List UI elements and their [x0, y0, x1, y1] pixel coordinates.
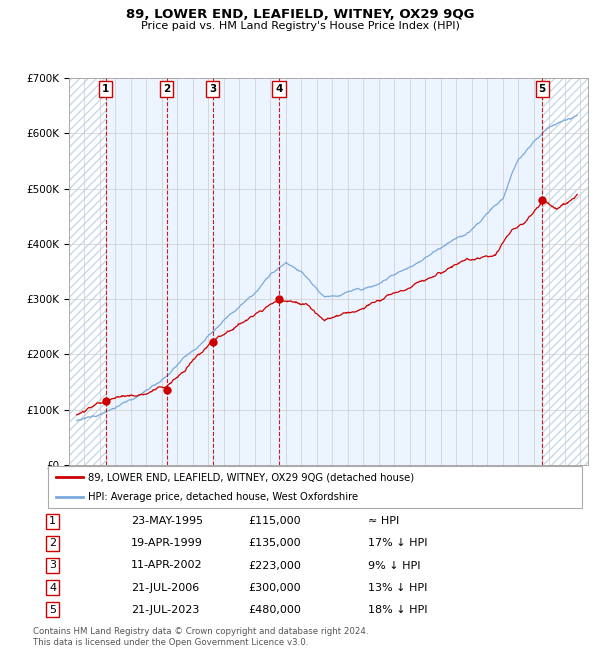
Text: 5: 5: [49, 604, 56, 615]
Text: 21-JUL-2023: 21-JUL-2023: [131, 604, 199, 615]
Text: 89, LOWER END, LEAFIELD, WITNEY, OX29 9QG (detached house): 89, LOWER END, LEAFIELD, WITNEY, OX29 9Q…: [88, 473, 414, 482]
Bar: [69, 78, 106, 465]
Bar: [106, 78, 542, 465]
Text: £480,000: £480,000: [248, 604, 301, 615]
Text: 13% ↓ HPI: 13% ↓ HPI: [368, 582, 427, 593]
Text: 11-APR-2002: 11-APR-2002: [131, 560, 202, 571]
Text: 3: 3: [209, 84, 216, 94]
Text: 18% ↓ HPI: 18% ↓ HPI: [368, 604, 427, 615]
Text: 1: 1: [102, 84, 109, 94]
Text: HPI: Average price, detached house, West Oxfordshire: HPI: Average price, detached house, West…: [88, 492, 358, 502]
Bar: [69, 78, 106, 465]
Text: 17% ↓ HPI: 17% ↓ HPI: [368, 538, 427, 549]
Text: 89, LOWER END, LEAFIELD, WITNEY, OX29 9QG: 89, LOWER END, LEAFIELD, WITNEY, OX29 9Q…: [126, 8, 474, 21]
Text: Price paid vs. HM Land Registry's House Price Index (HPI): Price paid vs. HM Land Registry's House …: [140, 21, 460, 31]
Text: ≈ HPI: ≈ HPI: [368, 516, 399, 526]
Text: 23-MAY-1995: 23-MAY-1995: [131, 516, 203, 526]
Text: 4: 4: [49, 582, 56, 593]
Bar: [542, 78, 588, 465]
Text: £300,000: £300,000: [248, 582, 301, 593]
Text: Contains HM Land Registry data © Crown copyright and database right 2024.
This d: Contains HM Land Registry data © Crown c…: [33, 627, 368, 647]
FancyBboxPatch shape: [48, 466, 582, 508]
Text: 2: 2: [49, 538, 56, 549]
Text: £135,000: £135,000: [248, 538, 301, 549]
Text: £223,000: £223,000: [248, 560, 301, 571]
Text: 4: 4: [275, 84, 283, 94]
Text: 21-JUL-2006: 21-JUL-2006: [131, 582, 199, 593]
Text: £115,000: £115,000: [248, 516, 301, 526]
Text: 9% ↓ HPI: 9% ↓ HPI: [368, 560, 421, 571]
Text: 3: 3: [49, 560, 56, 571]
Text: 1: 1: [49, 516, 56, 526]
Text: 5: 5: [539, 84, 546, 94]
Text: 19-APR-1999: 19-APR-1999: [131, 538, 203, 549]
Text: 2: 2: [163, 84, 170, 94]
Bar: [542, 78, 588, 465]
